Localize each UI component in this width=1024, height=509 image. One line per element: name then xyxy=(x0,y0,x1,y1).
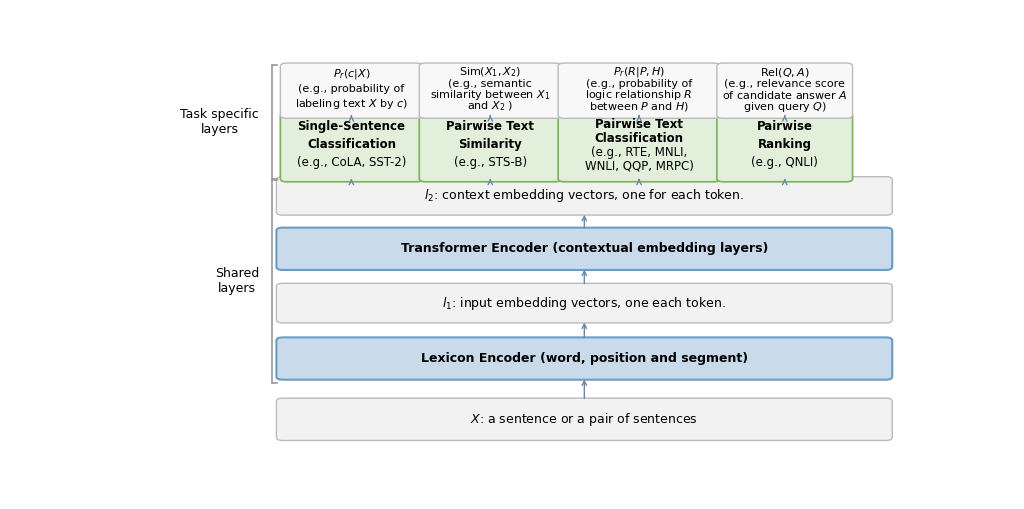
FancyBboxPatch shape xyxy=(276,284,892,323)
FancyBboxPatch shape xyxy=(281,63,423,118)
Text: logic relationship $R$: logic relationship $R$ xyxy=(586,88,693,102)
Text: Task specific
layers: Task specific layers xyxy=(180,108,259,136)
Text: Ranking: Ranking xyxy=(758,138,812,151)
Text: between $P$ and $H$): between $P$ and $H$) xyxy=(589,100,689,113)
Text: Classification: Classification xyxy=(595,132,684,145)
FancyBboxPatch shape xyxy=(717,63,853,118)
Text: Lexicon Encoder (word, position and segment): Lexicon Encoder (word, position and segm… xyxy=(421,352,748,365)
Text: (e.g., CoLA, SST-2): (e.g., CoLA, SST-2) xyxy=(297,156,407,169)
Text: (e.g., STS-B): (e.g., STS-B) xyxy=(454,156,526,169)
Text: Similarity: Similarity xyxy=(459,138,522,151)
Text: $\mathrm{Sim}(X_1, X_2)$: $\mathrm{Sim}(X_1, X_2)$ xyxy=(459,66,521,79)
Text: $l_1$: input embedding vectors, one each token.: $l_1$: input embedding vectors, one each… xyxy=(442,295,726,312)
Text: (e.g., RTE, MNLI,: (e.g., RTE, MNLI, xyxy=(591,146,687,159)
Text: (e.g., semantic: (e.g., semantic xyxy=(449,79,532,89)
Text: $X$: a sentence or a pair of sentences: $X$: a sentence or a pair of sentences xyxy=(470,411,698,428)
Text: $P_r(c|X)$: $P_r(c|X)$ xyxy=(333,67,370,81)
Text: WNLI, QQP, MRPC): WNLI, QQP, MRPC) xyxy=(585,160,693,173)
Text: $P_r(R|P, H)$: $P_r(R|P, H)$ xyxy=(613,66,666,79)
Text: given query $Q$): given query $Q$) xyxy=(742,100,826,114)
Text: Pairwise: Pairwise xyxy=(757,120,813,133)
Text: (e.g., probability of: (e.g., probability of xyxy=(298,84,404,94)
Text: $\mathrm{Rel}(Q, A)$: $\mathrm{Rel}(Q, A)$ xyxy=(760,66,809,79)
Text: labeling text $X$ by $c$): labeling text $X$ by $c$) xyxy=(295,97,408,111)
Text: (e.g., relevance score: (e.g., relevance score xyxy=(724,79,845,89)
FancyBboxPatch shape xyxy=(276,337,892,380)
Text: of candidate answer $A$: of candidate answer $A$ xyxy=(722,89,848,101)
Text: Classification: Classification xyxy=(307,138,396,151)
Text: and $X_2$ ): and $X_2$ ) xyxy=(467,100,513,114)
FancyBboxPatch shape xyxy=(558,113,720,182)
Text: (e.g., probability of: (e.g., probability of xyxy=(586,79,692,89)
FancyBboxPatch shape xyxy=(558,63,720,118)
Text: Shared
layers: Shared layers xyxy=(215,267,259,295)
Text: Transformer Encoder (contextual embedding layers): Transformer Encoder (contextual embeddin… xyxy=(400,242,768,256)
Text: (e.g., QNLI): (e.g., QNLI) xyxy=(752,156,818,169)
FancyBboxPatch shape xyxy=(717,113,853,182)
Text: Pairwise Text: Pairwise Text xyxy=(446,120,535,133)
FancyBboxPatch shape xyxy=(419,63,561,118)
FancyBboxPatch shape xyxy=(276,398,892,440)
FancyBboxPatch shape xyxy=(276,228,892,270)
FancyBboxPatch shape xyxy=(281,113,423,182)
Text: Single-Sentence: Single-Sentence xyxy=(297,120,406,133)
FancyBboxPatch shape xyxy=(419,113,561,182)
Text: Pairwise Text: Pairwise Text xyxy=(595,118,683,131)
Text: similarity between $X_1$: similarity between $X_1$ xyxy=(430,88,551,102)
Text: $l_2$: context embedding vectors, one for each token.: $l_2$: context embedding vectors, one fo… xyxy=(424,187,744,205)
FancyBboxPatch shape xyxy=(276,177,892,215)
